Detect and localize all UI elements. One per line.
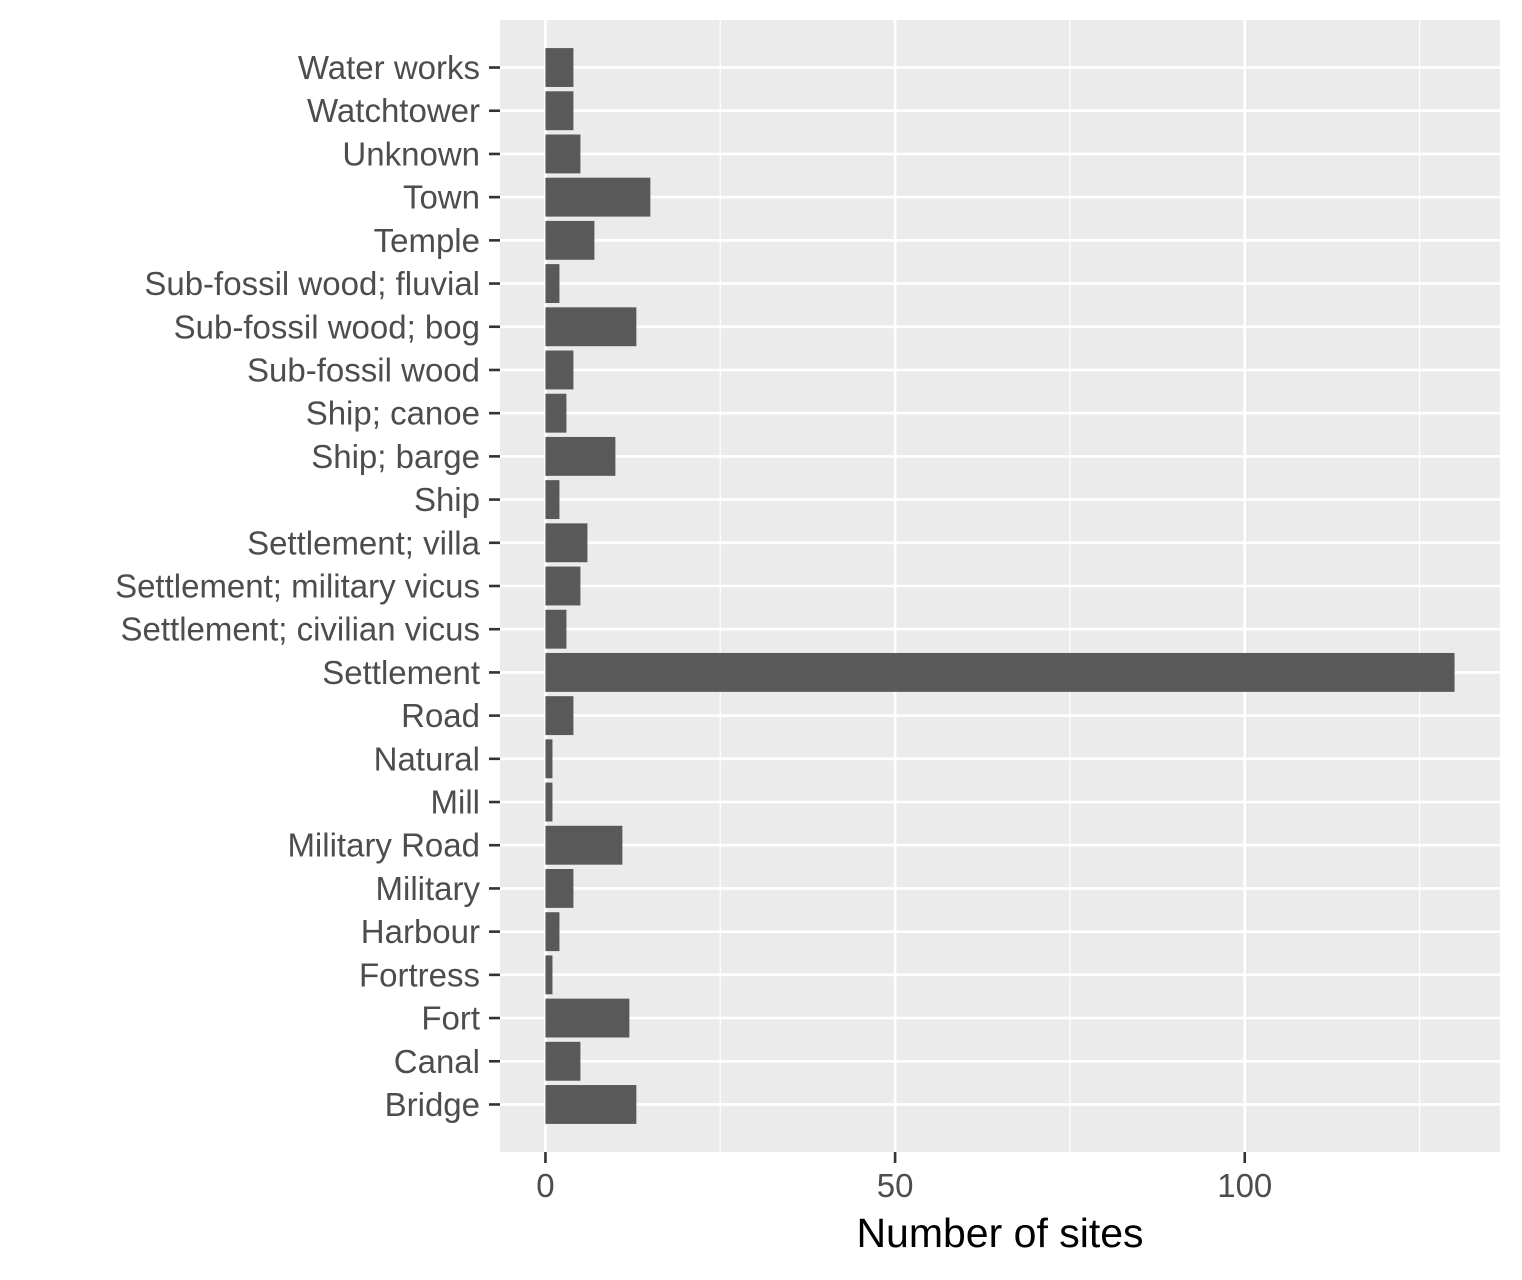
x-axis-title: Number of sites: [856, 1210, 1143, 1256]
bar: [545, 523, 588, 563]
x-tick-label: 50: [877, 1167, 914, 1204]
bar: [545, 1085, 637, 1124]
bar: [545, 652, 1455, 692]
x-tick-label: 100: [1217, 1167, 1272, 1204]
bar: [545, 825, 623, 865]
y-axis: Bridge Canal Fort Fortress Harbour Military Mi…: [115, 49, 500, 1123]
bars: [545, 48, 1455, 1124]
bar: [545, 869, 574, 908]
bar: [545, 480, 560, 520]
bar: [545, 1041, 581, 1081]
bar: [545, 955, 553, 995]
y-tick-label: Unknown: [342, 135, 480, 172]
bar: [545, 264, 560, 303]
bar: [545, 696, 574, 736]
y-tick-label: Ship: [414, 481, 480, 518]
y-tick-label: Military: [376, 870, 481, 907]
y-tick-label: Canal: [394, 1043, 480, 1080]
y-tick-label: Road: [401, 697, 480, 734]
bar: [545, 609, 567, 649]
y-tick-label: Natural: [374, 740, 480, 777]
y-tick-label: Settlement: [322, 654, 480, 691]
y-tick-label: Sub-fossil wood; bog: [174, 308, 480, 345]
y-tick-label: Ship; canoe: [306, 395, 480, 432]
x-axis: 0 50 100: [536, 1152, 1272, 1204]
bar: [545, 350, 574, 390]
y-tick-label: Bridge: [385, 1086, 480, 1123]
y-tick-label: Military Road: [287, 827, 480, 864]
y-tick-label: Town: [403, 179, 480, 216]
y-tick-label: Settlement; civilian vicus: [121, 611, 480, 648]
y-tick-label: Water works: [298, 49, 480, 86]
bar: [545, 739, 553, 779]
bar: [545, 307, 637, 347]
bar: [545, 134, 581, 174]
y-tick-label: Ship; barge: [311, 438, 480, 475]
major-gridlines: [500, 20, 1500, 1152]
y-tick-label: Sub-fossil wood: [247, 351, 480, 388]
bar: [545, 436, 616, 476]
bar: [545, 782, 553, 822]
y-tick-label: Harbour: [361, 913, 480, 950]
y-tick-label: Fortress: [359, 956, 480, 993]
y-tick-label: Fort: [421, 1000, 480, 1037]
bar: [545, 91, 574, 131]
bar: [545, 393, 567, 433]
y-tick-label: Settlement; military vicus: [115, 568, 480, 605]
y-tick-label: Settlement; villa: [247, 524, 481, 561]
bar: [545, 912, 560, 952]
y-tick-label: Mill: [431, 784, 480, 821]
y-tick-label: Watchtower: [307, 92, 480, 129]
bar: [545, 998, 630, 1038]
x-tick-label: 0: [536, 1167, 554, 1204]
bar: [545, 48, 574, 87]
bar: [545, 177, 651, 217]
y-tick-label: Sub-fossil wood; fluvial: [144, 265, 480, 302]
bar: [545, 566, 581, 606]
bar: [545, 220, 595, 260]
y-tick-label: Temple: [374, 222, 480, 259]
